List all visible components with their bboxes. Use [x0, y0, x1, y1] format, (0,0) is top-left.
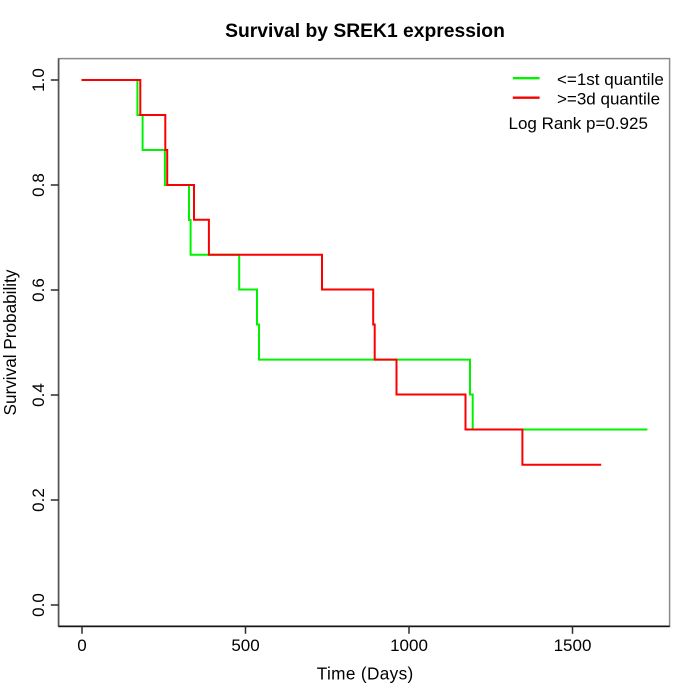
- svg-text:0.0: 0.0: [29, 593, 48, 617]
- svg-text:Survival Probability: Survival Probability: [0, 269, 20, 415]
- svg-text:1.0: 1.0: [29, 68, 48, 92]
- svg-text:0.2: 0.2: [29, 488, 48, 512]
- svg-text:Survival by SREK1 expression: Survival by SREK1 expression: [225, 21, 505, 42]
- svg-text:0: 0: [77, 636, 86, 655]
- svg-text:Log Rank p=0.925: Log Rank p=0.925: [509, 114, 648, 133]
- svg-text:Time (Days): Time (Days): [317, 664, 414, 684]
- svg-text:<=1st quantile: <=1st quantile: [557, 70, 664, 89]
- svg-text:500: 500: [231, 636, 259, 655]
- svg-text:0.6: 0.6: [29, 278, 48, 302]
- svg-text:>=3d quantile: >=3d quantile: [557, 90, 660, 109]
- svg-text:1500: 1500: [554, 636, 592, 655]
- svg-text:0.4: 0.4: [29, 383, 48, 407]
- svg-text:0.8: 0.8: [29, 173, 48, 197]
- svg-text:1000: 1000: [390, 636, 428, 655]
